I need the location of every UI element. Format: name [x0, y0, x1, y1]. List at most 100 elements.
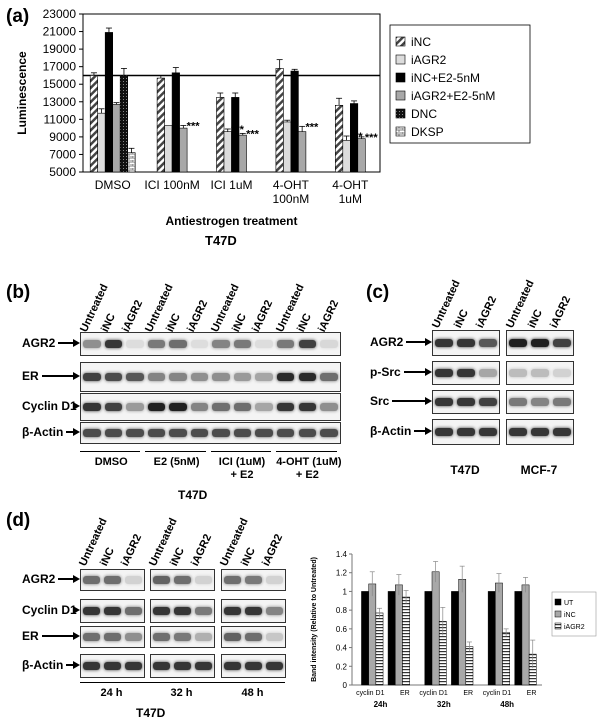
- significance-stars: ***: [246, 128, 260, 140]
- row-arrowhead: [425, 427, 432, 435]
- band: [233, 373, 252, 381]
- x-category-label: ICI 1uM: [210, 178, 252, 192]
- band: [245, 633, 262, 641]
- band: [212, 429, 230, 437]
- cell-line-label: MCF-7: [520, 463, 558, 477]
- bar-iAGR2: [223, 131, 232, 173]
- band: [320, 340, 338, 348]
- band: [509, 398, 527, 406]
- blot-strip: [80, 599, 145, 623]
- band: [435, 339, 453, 347]
- band: [233, 403, 252, 411]
- blot-strip-mcf7: [506, 361, 574, 385]
- bar-iAGR2+E2-5nM: [238, 134, 247, 173]
- bar-iAGR2: [164, 125, 173, 173]
- band: [83, 633, 100, 641]
- legend-label: DNC: [411, 107, 437, 121]
- lane-label-untreated: Untreated: [208, 282, 242, 334]
- group-underline: [210, 451, 272, 452]
- y-tick-label: 1.2: [336, 569, 348, 578]
- lane-label-inc: iNC: [98, 311, 118, 334]
- lane-label-iagr2: iAGR2: [260, 532, 286, 568]
- y-tick-label: 7000: [49, 147, 76, 161]
- row-arrow: [58, 578, 74, 580]
- bar-DNC: [119, 75, 128, 173]
- band: [147, 403, 166, 411]
- x-category-label: DMSO: [95, 178, 131, 192]
- band: [457, 339, 475, 347]
- band: [195, 633, 212, 641]
- blot-strip-t47d: [432, 330, 500, 356]
- band: [531, 339, 549, 347]
- bar-iAGR2: [342, 140, 351, 173]
- band: [104, 576, 121, 584]
- row-label-1: ER: [22, 369, 39, 383]
- row-arrowhead: [73, 606, 80, 614]
- band: [479, 369, 497, 377]
- row-arrow: [42, 635, 74, 637]
- lane-label-untreated: Untreated: [430, 278, 463, 330]
- legend-label: DKSP: [411, 125, 444, 139]
- y-tick-label: 9000: [49, 130, 76, 144]
- time-group-label: 24h: [374, 700, 388, 709]
- bar-iNC+E2-5nM: [104, 32, 113, 173]
- lane-label-iagr2: iAGR2: [119, 298, 145, 334]
- lane-label-iagr2: iAGR2: [185, 298, 211, 334]
- y-tick-label: 1: [343, 587, 348, 596]
- band: [147, 340, 166, 348]
- y-tick-label: 0: [343, 681, 348, 690]
- y-tick-label: 17000: [43, 60, 77, 74]
- band: [126, 373, 144, 381]
- group-label: 4-OHT (1uM): [276, 456, 342, 468]
- blot-strip-t47d: [432, 390, 500, 414]
- row-arrowhead: [73, 661, 80, 669]
- lane-label-inc: iNC: [526, 307, 546, 330]
- bar-DKSP: [127, 152, 136, 173]
- bar-UT: [387, 591, 396, 686]
- bar-UT: [361, 591, 369, 686]
- band: [276, 429, 295, 437]
- y-tick-label: 1.4: [336, 550, 348, 559]
- band: [531, 369, 549, 377]
- band: [126, 429, 144, 437]
- row-label-2: Cyclin D1: [22, 399, 77, 413]
- blot-strip: [221, 626, 286, 648]
- lane-label-untreated: Untreated: [77, 516, 110, 568]
- band: [245, 662, 262, 670]
- bar-iAGR2: [375, 612, 384, 686]
- lane-label-iagr2: iAGR2: [119, 532, 145, 568]
- band: [174, 633, 191, 641]
- band: [104, 340, 123, 348]
- x-category-label: ER: [463, 690, 473, 697]
- band: [255, 429, 273, 437]
- group-label: + E2: [230, 469, 254, 481]
- lane-label-iagr2: iAGR2: [548, 294, 574, 330]
- band: [266, 662, 283, 670]
- band: [320, 429, 338, 437]
- band: [83, 373, 101, 381]
- panel-d-cell-line: T47D: [136, 706, 166, 720]
- legend-label: iAGR2+E2-5nM: [411, 89, 495, 103]
- band: [245, 607, 262, 615]
- band: [276, 373, 295, 381]
- band: [190, 403, 209, 411]
- band: [255, 340, 273, 348]
- row-arrow: [80, 609, 84, 611]
- band: [233, 429, 252, 437]
- band: [457, 369, 475, 377]
- band: [479, 398, 497, 406]
- group-label: ICI (1uM): [218, 456, 266, 468]
- band: [224, 633, 241, 641]
- band: [509, 339, 527, 347]
- blot-strip: [80, 626, 145, 648]
- band: [126, 403, 144, 411]
- band: [195, 662, 212, 670]
- bar-iNC: [431, 571, 440, 686]
- legend-label: iAGR2: [411, 53, 447, 67]
- bar-iNC: [495, 582, 503, 686]
- band: [435, 369, 453, 377]
- legend-label: iAGR2: [564, 624, 585, 631]
- y-tick-label: 0.6: [336, 625, 348, 634]
- lane-label-untreated: Untreated: [504, 278, 537, 330]
- band: [212, 403, 230, 411]
